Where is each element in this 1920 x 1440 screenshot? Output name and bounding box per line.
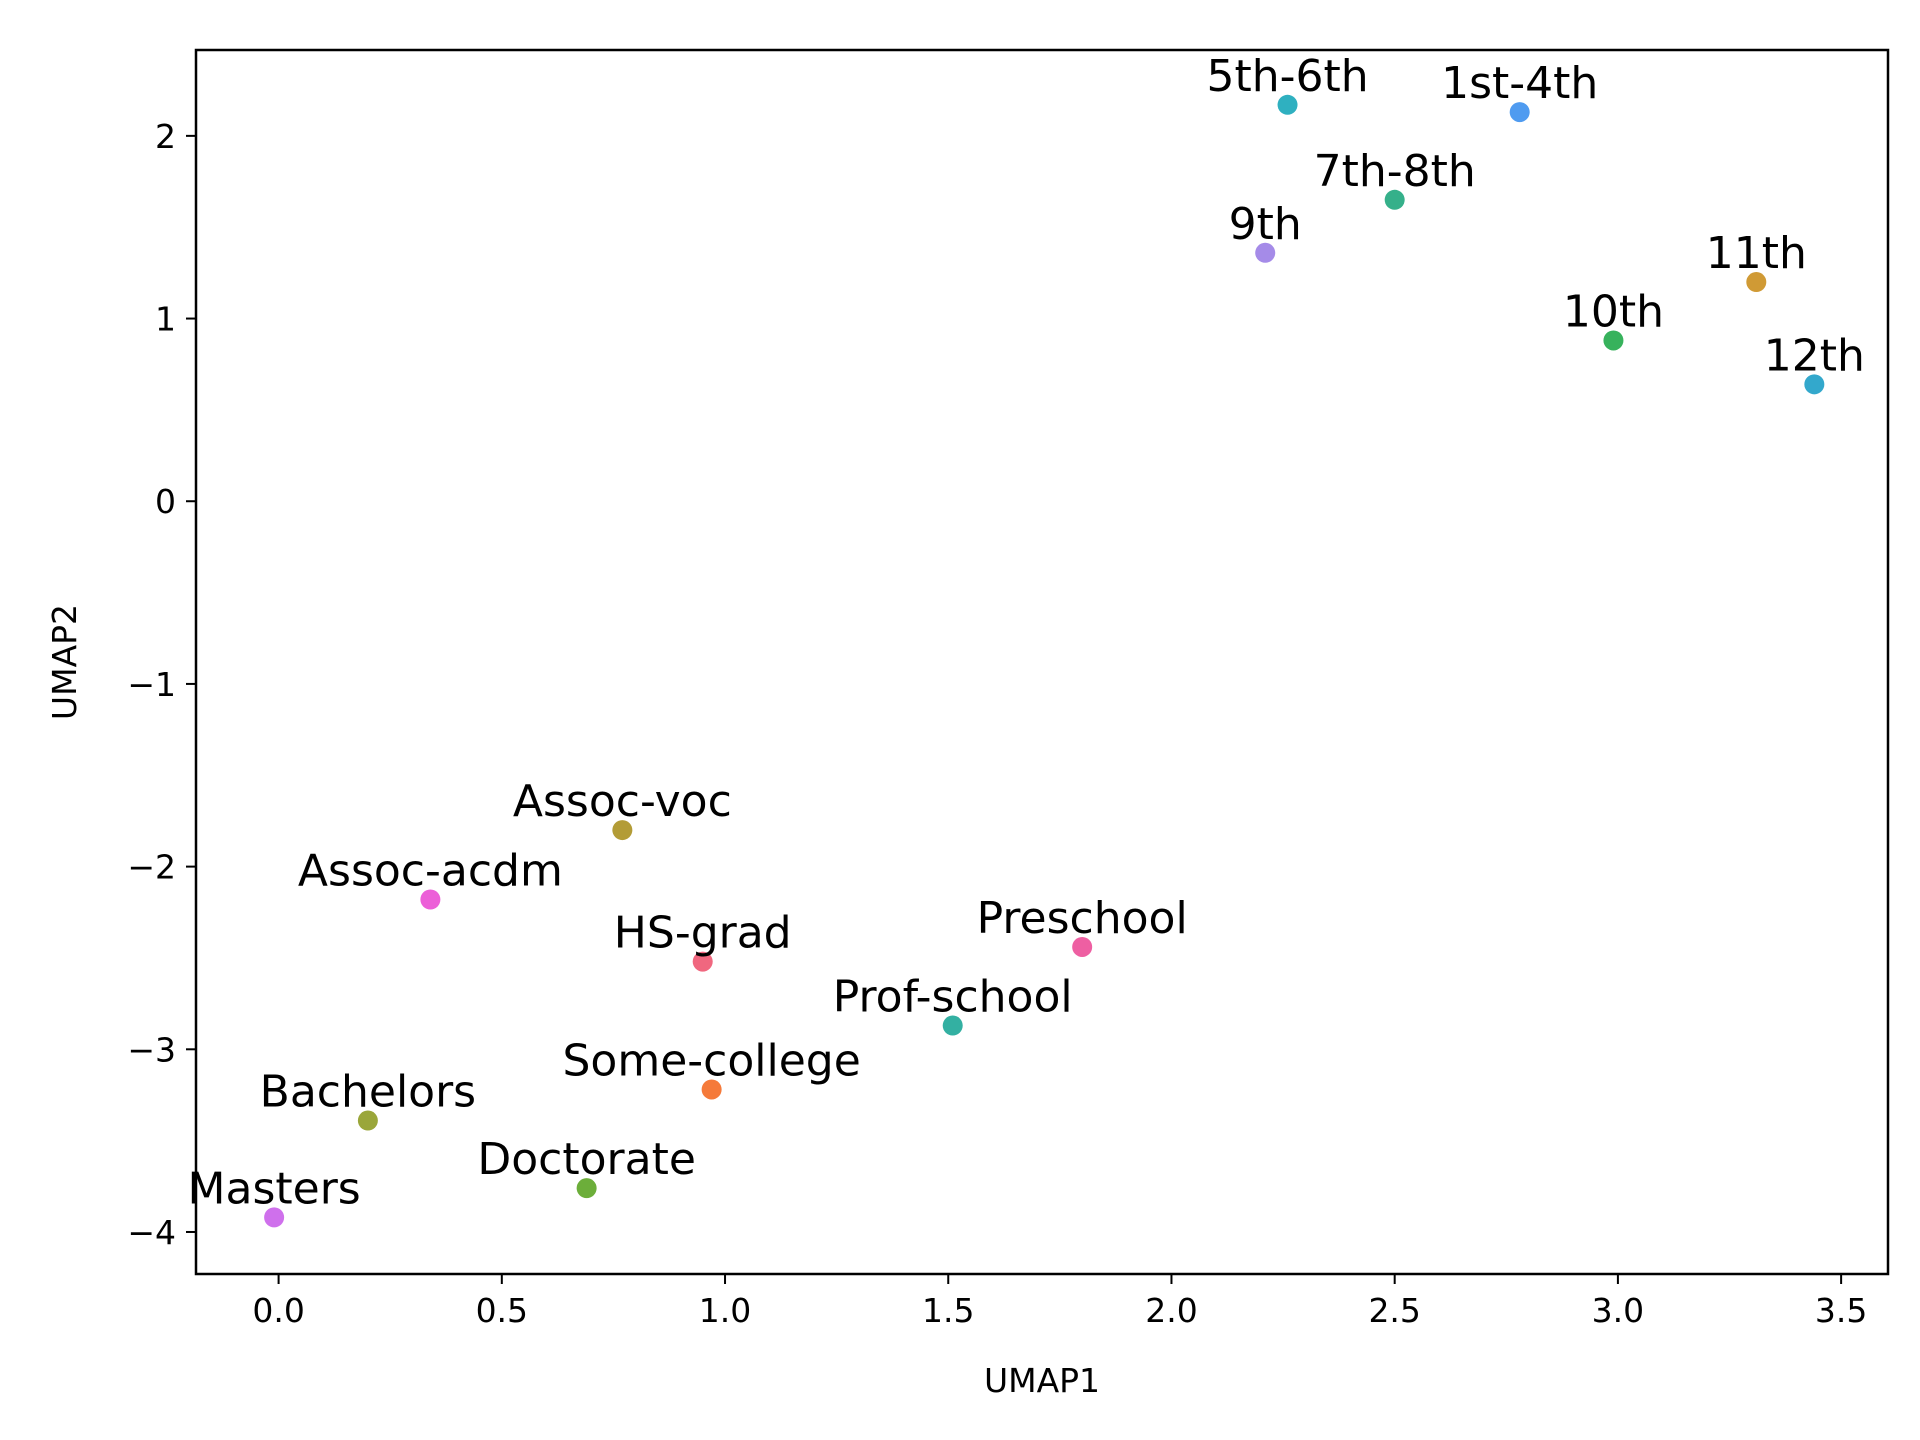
x-axis-label: UMAP1 <box>984 1361 1100 1400</box>
data-point <box>1072 936 1093 957</box>
point-label: 7th-8th <box>1314 146 1476 197</box>
data-point <box>1509 102 1530 123</box>
data-point <box>701 1079 722 1100</box>
y-tick-label: −1 <box>127 665 176 704</box>
data-point <box>1384 189 1405 210</box>
point-label: Bachelors <box>260 1067 476 1118</box>
point-label: Assoc-voc <box>513 776 732 827</box>
x-tick-label: 2.0 <box>1145 1291 1197 1330</box>
y-tick-label: 1 <box>155 300 176 339</box>
data-point <box>264 1207 285 1228</box>
point-label: 1st-4th <box>1441 58 1598 109</box>
y-axis-ticks: −4 −3 −2 −1 0 1 2 <box>127 117 196 1252</box>
point-label: Some-college <box>562 1035 860 1086</box>
data-point <box>357 1110 378 1131</box>
y-tick-label: −3 <box>127 1030 176 1069</box>
x-tick-label: 0.5 <box>476 1291 528 1330</box>
point-label: 5th-6th <box>1206 51 1368 102</box>
x-tick-label: 1.5 <box>922 1291 974 1330</box>
point-label: Masters <box>188 1163 361 1214</box>
point-label: 11th <box>1706 228 1807 279</box>
point-label: HS-grad <box>614 908 792 959</box>
point-label: Doctorate <box>477 1134 696 1185</box>
data-point <box>612 820 633 841</box>
y-tick-label: −2 <box>127 848 176 887</box>
data-point <box>1804 374 1825 395</box>
point-label: Prof-school <box>833 972 1073 1023</box>
point-label: Preschool <box>977 893 1188 944</box>
y-tick-label: 0 <box>155 482 176 521</box>
x-tick-label: 0.0 <box>252 1291 304 1330</box>
data-point <box>1603 330 1624 351</box>
point-label: Assoc-acdm <box>298 845 563 896</box>
x-tick-label: 2.5 <box>1368 1291 1420 1330</box>
y-tick-label: 2 <box>155 117 176 156</box>
data-point <box>1746 272 1767 293</box>
x-axis-ticks: 0.0 0.5 1.0 1.5 2.0 2.5 3.0 3.5 <box>252 1274 1867 1330</box>
data-point <box>1255 242 1276 263</box>
data-point <box>1277 94 1298 115</box>
point-label: 12th <box>1764 330 1865 381</box>
x-tick-label: 1.0 <box>699 1291 751 1330</box>
y-tick-label: −4 <box>127 1213 176 1252</box>
point-label: 10th <box>1563 286 1664 337</box>
point-label: 9th <box>1229 199 1302 250</box>
x-tick-label: 3.0 <box>1592 1291 1644 1330</box>
plot-area-frame <box>194 48 1890 1276</box>
x-tick-label: 3.5 <box>1815 1291 1867 1330</box>
y-axis-label: UMAP2 <box>45 604 84 720</box>
data-point <box>942 1015 963 1036</box>
data-point <box>420 889 441 910</box>
data-point <box>692 951 713 972</box>
data-point <box>576 1178 597 1199</box>
